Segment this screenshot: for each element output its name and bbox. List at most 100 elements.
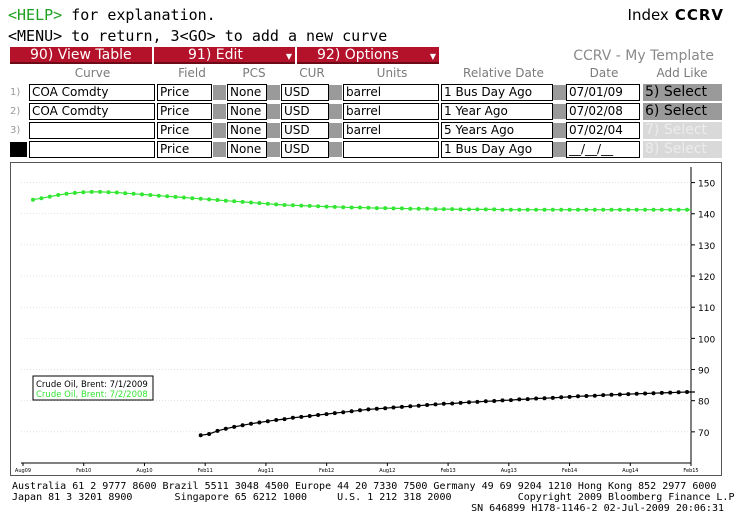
relative-date-field[interactable]: 5 Years Ago (441, 122, 553, 139)
relative-date-field[interactable]: 1 Year Ago (441, 103, 553, 120)
units-field[interactable]: barrel (343, 84, 439, 101)
currency-field[interactable]: USD (281, 84, 329, 101)
select-button[interactable]: 7) Select (643, 122, 722, 139)
series-point (358, 408, 362, 413)
series-point (290, 415, 295, 420)
series-point (467, 207, 471, 212)
units-field[interactable] (343, 141, 439, 158)
series-point (148, 193, 153, 197)
field-field[interactable]: Price (157, 122, 212, 139)
pcs-dropdown-icon[interactable] (267, 142, 280, 157)
currency-dropdown-icon[interactable] (329, 123, 342, 138)
options-label: 92) Options (317, 46, 399, 63)
select-button[interactable]: 6) Select (643, 103, 722, 120)
series-point (425, 403, 430, 407)
currency-field[interactable]: USD (281, 141, 329, 158)
series-line (32, 191, 691, 211)
field-dropdown-icon[interactable] (213, 142, 226, 157)
series-point (609, 392, 614, 397)
series-point (508, 398, 513, 403)
series-point (374, 206, 379, 211)
series-point (282, 417, 287, 422)
series-point (542, 207, 547, 212)
series-point (165, 194, 170, 199)
series-point (274, 202, 279, 207)
series-point (542, 396, 547, 401)
pcs-field[interactable]: None (227, 141, 267, 158)
relative-date-field[interactable]: 1 Bus Day Ago (441, 84, 553, 101)
series-point (592, 393, 597, 398)
curve-field[interactable]: COA Comdty (29, 103, 155, 120)
date-field[interactable]: __/__/__ (566, 141, 640, 158)
y-tick-label: 90 (698, 367, 710, 377)
field-field[interactable]: Price (157, 103, 212, 120)
series-point (56, 193, 61, 197)
relative-date-dropdown-icon[interactable] (553, 104, 566, 119)
select-button[interactable]: 8) Select (643, 141, 722, 158)
date-field[interactable]: 07/02/08 (566, 103, 640, 120)
pcs-dropdown-icon[interactable] (267, 123, 280, 138)
y-tick-label: 100 (698, 335, 715, 345)
series-point (198, 196, 203, 201)
y-tick-label: 120 (698, 273, 715, 283)
pcs-field[interactable]: None (227, 84, 267, 101)
series-point (81, 190, 86, 195)
relative-date-dropdown-icon[interactable] (553, 142, 566, 157)
relative-date-dropdown-icon[interactable] (553, 123, 566, 138)
series-point (89, 189, 94, 194)
select-button[interactable]: 5) Select (643, 84, 722, 101)
view-table-button[interactable]: 90) View Table (10, 47, 152, 64)
options-button[interactable]: 92) Options ▼ (297, 47, 439, 64)
series-point (140, 192, 144, 197)
help-key[interactable]: <HELP> (8, 6, 63, 24)
series-point (215, 198, 220, 202)
series-point (299, 203, 304, 208)
curve-field[interactable]: COA Comdty (29, 84, 155, 101)
field-dropdown-icon[interactable] (213, 85, 226, 100)
pcs-dropdown-icon[interactable] (267, 104, 280, 119)
x-tick-label: Feb14 (562, 468, 577, 474)
series-line (200, 391, 695, 436)
pcs-dropdown-icon[interactable] (267, 85, 280, 100)
x-tick-label: Aug10 (136, 468, 152, 474)
legend-entry: Crude Oil, Brent: 7/2/2008 (36, 390, 148, 400)
field-field[interactable]: Price (157, 141, 212, 158)
field-field[interactable]: Price (157, 84, 212, 101)
series-point (483, 207, 488, 212)
series-point (173, 194, 178, 199)
edit-button[interactable]: 91) Edit ▼ (154, 47, 295, 64)
series-point (257, 201, 262, 206)
pcs-field[interactable]: None (227, 103, 267, 120)
footer-contacts-line1: Australia 61 2 9777 8600 Brazil 5511 304… (12, 481, 717, 492)
currency-field[interactable]: USD (281, 103, 329, 120)
series-point (643, 391, 648, 396)
series-point (156, 193, 161, 198)
curve-field[interactable] (29, 141, 155, 158)
footer-session-info: SN 646899 H178-1146-2 02-Jul-2009 20:06:… (471, 503, 724, 514)
series-point (441, 207, 446, 212)
currency-dropdown-icon[interactable] (329, 142, 342, 157)
currency-dropdown-icon[interactable] (329, 104, 342, 119)
currency-dropdown-icon[interactable] (329, 85, 342, 100)
edit-label: 91) Edit (188, 46, 243, 63)
units-field[interactable]: barrel (343, 122, 439, 139)
units-field[interactable]: barrel (343, 103, 439, 120)
date-field[interactable]: 07/02/04 (566, 122, 640, 139)
series-point (223, 198, 228, 203)
currency-field[interactable]: USD (281, 122, 329, 139)
field-dropdown-icon[interactable] (213, 104, 226, 119)
date-field[interactable]: 07/01/09 (566, 84, 640, 101)
relative-date-field[interactable]: 1 Bus Day Ago (441, 141, 553, 158)
index-code: CCRV (674, 6, 724, 24)
pcs-field[interactable]: None (227, 122, 267, 139)
relative-date-dropdown-icon[interactable] (553, 85, 566, 100)
series-point (98, 189, 103, 194)
curve-field[interactable] (29, 122, 155, 139)
x-tick-label: Aug09 (15, 468, 31, 474)
series-point (441, 401, 446, 406)
field-dropdown-icon[interactable] (213, 123, 226, 138)
y-tick-label: 150 (698, 180, 715, 190)
column-header-curve: Curve (74, 66, 111, 80)
x-tick-label: Feb12 (319, 468, 334, 474)
series-point (525, 397, 530, 402)
